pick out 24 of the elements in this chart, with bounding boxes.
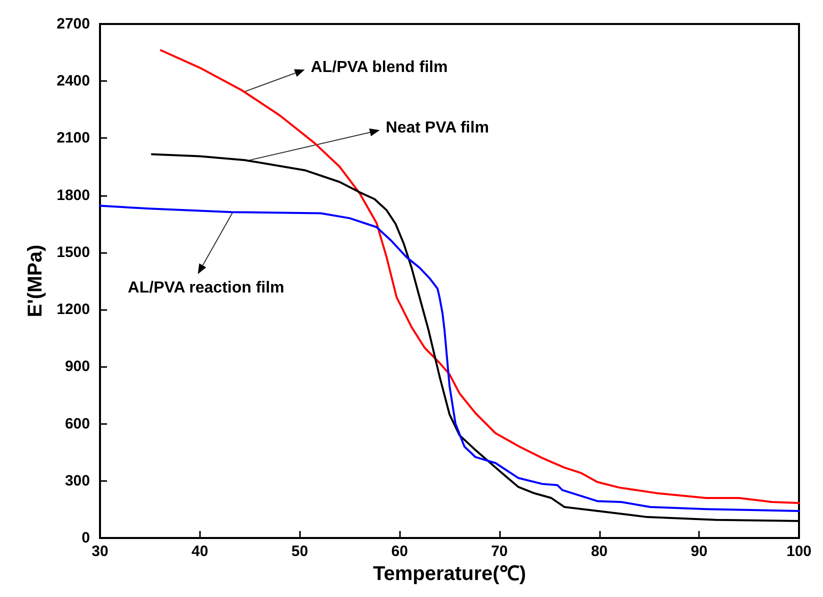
annotation: AL/PVA reaction film <box>128 280 284 297</box>
y-tick-label: 600 <box>64 415 90 432</box>
annotation: AL/PVA blend film <box>310 59 448 76</box>
y-tick-label: 2400 <box>56 72 90 90</box>
y-tick-label: 2700 <box>56 16 90 32</box>
x-tick-label: 70 <box>491 543 508 560</box>
x-tick-label: 60 <box>391 543 408 560</box>
y-tick-label: 1500 <box>56 244 90 261</box>
y-tick-label: 900 <box>64 358 90 376</box>
x-tick-label: 100 <box>786 543 812 560</box>
x-tick-label: 80 <box>590 543 608 560</box>
y-tick-label: 0 <box>82 530 90 546</box>
y-tick-label: 1200 <box>56 301 90 318</box>
y-tick-label: 2100 <box>56 130 90 147</box>
x-tick-label: 50 <box>291 543 308 560</box>
x-axis-title: Temperature(℃) <box>373 562 526 585</box>
x-tick-label: 90 <box>690 543 708 560</box>
x-tick-label: 30 <box>92 543 108 560</box>
x-tick-label: 40 <box>192 543 208 560</box>
y-tick-label: 300 <box>64 472 90 490</box>
annotation: Neat PVA film <box>386 120 489 137</box>
line-series <box>99 204 800 512</box>
y-tick-label: 1800 <box>56 186 90 204</box>
y-axis-title: E'(MPa) <box>24 244 47 318</box>
